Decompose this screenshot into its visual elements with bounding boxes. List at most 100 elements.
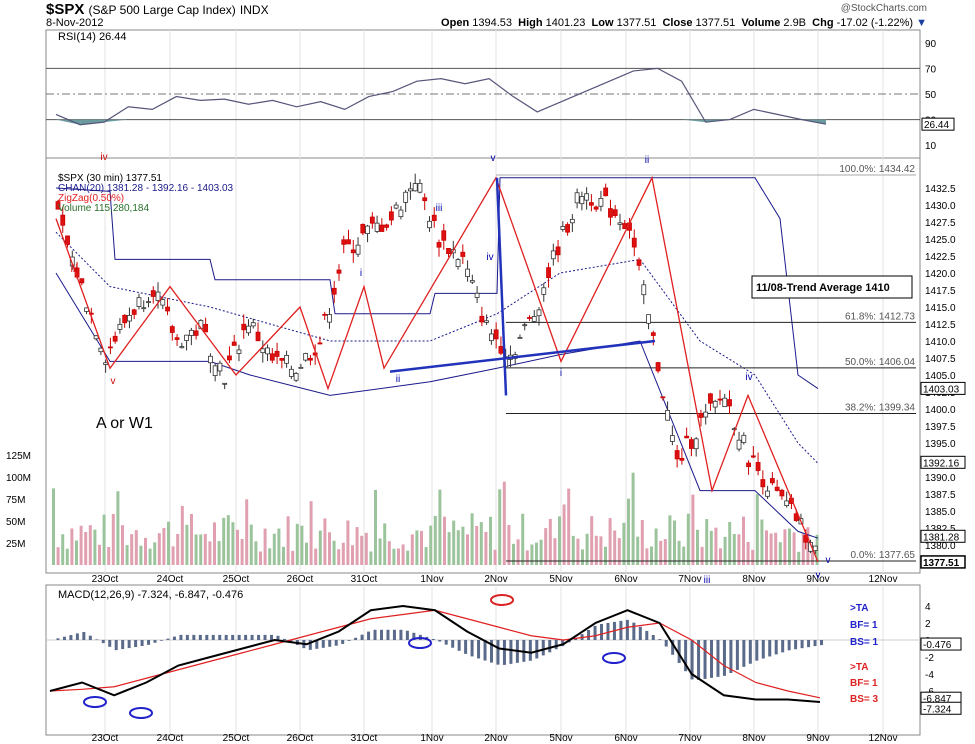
volume-value: 2.9B [783, 17, 807, 29]
macd-histogram-bar [367, 631, 371, 640]
macd-histogram-bar [820, 640, 823, 646]
candle-body [636, 259, 642, 266]
price-tag [920, 381, 966, 395]
volume-bar [677, 540, 681, 565]
candle-body [631, 237, 637, 248]
volume-bar [502, 481, 506, 565]
volume-bar [512, 543, 515, 565]
volume-bar [203, 533, 207, 565]
macd-histogram-bar [56, 638, 60, 640]
wave-count-text: A or W1 [96, 415, 153, 432]
rsi-tick-label: 70 [925, 64, 937, 75]
rsi-tick-label: 50 [925, 90, 937, 101]
volume-bar [783, 529, 787, 565]
price-x-label: 31Oct [351, 574, 378, 585]
zigzag-line [55, 175, 819, 563]
candle-body [327, 314, 332, 323]
volume-bar [801, 533, 805, 565]
candle-body [93, 335, 99, 340]
wave-label: v [111, 376, 116, 387]
volume-bar [645, 548, 649, 565]
breakdown-trendline [495, 177, 508, 396]
candle-body [465, 268, 470, 277]
volume-bar [199, 534, 203, 565]
price-tag [920, 529, 966, 543]
candle-body [579, 196, 585, 205]
volume-bar [231, 522, 235, 565]
candle-body [589, 202, 594, 206]
fib-level-label: 50.0%: 1406.04 [845, 357, 915, 368]
candle-body [560, 226, 566, 230]
macd-histogram-bar [600, 623, 603, 640]
volume-bar [691, 494, 695, 565]
candle-body [303, 353, 309, 361]
macd-histogram-bar [134, 640, 138, 648]
macd-histogram-bar [69, 635, 73, 640]
volume-bar [737, 534, 741, 565]
volume-bar [760, 519, 764, 565]
volume-bar [686, 513, 690, 565]
macd-histogram-bar [541, 640, 545, 656]
candle-body [665, 410, 670, 421]
wave-label: iii [704, 575, 711, 586]
macd-histogram-bar [483, 640, 487, 661]
volume-bar [176, 533, 180, 565]
volume-bar [525, 550, 529, 565]
macd-histogram-bar [108, 640, 112, 647]
candle-body [222, 382, 228, 385]
macd-histogram-bar [677, 640, 681, 663]
volume-bar [383, 523, 387, 565]
macd-line [49, 604, 821, 704]
candle-body [341, 239, 347, 245]
candle-body [398, 209, 404, 218]
price-y-tick: 1422.5 [925, 252, 956, 263]
candle-body [322, 313, 328, 316]
candle-body [622, 223, 628, 230]
candle-body [646, 314, 651, 324]
volume-bar [369, 551, 373, 565]
macd-y-tick: 4 [925, 602, 931, 613]
support-trendline [389, 339, 656, 373]
candle-body [365, 225, 370, 234]
volume-bar [240, 538, 244, 565]
macd-histogram-bar [444, 640, 448, 645]
volume-bar [544, 528, 548, 565]
volume-bar [581, 549, 584, 565]
macd-histogram-bar [412, 632, 416, 640]
volume-bar [208, 541, 212, 565]
volume-bar [746, 541, 750, 565]
candle-body [179, 346, 185, 349]
price-x-label: 6Nov [614, 574, 637, 585]
macd-histogram-bar [315, 640, 319, 649]
volume-bar [360, 535, 364, 565]
macd-value-tag-text: -7.324 [923, 704, 952, 715]
candle-body [317, 342, 323, 345]
volume-bar [305, 542, 308, 565]
wave-label: v [816, 570, 821, 581]
volume-bar [788, 528, 791, 565]
macd-histogram-bar [768, 640, 772, 657]
candle-body [693, 438, 699, 450]
price-tag [920, 555, 966, 569]
macd-histogram-bar [781, 640, 785, 653]
volume-bar [424, 547, 428, 565]
candle-body [288, 368, 294, 377]
candle-body [417, 182, 423, 193]
candle-body [88, 312, 94, 315]
macd-value-tag-text: -0.476 [923, 640, 952, 651]
candle-body [136, 297, 142, 307]
macd-y-tick: 2 [925, 619, 931, 630]
candle-body [165, 306, 170, 312]
price-y-tick: 1412.5 [925, 320, 956, 331]
volume-bar [567, 488, 571, 565]
macd-histogram-bar [451, 640, 455, 648]
volume-bar [806, 527, 810, 565]
macd-histogram-bar [509, 640, 513, 664]
price-y-tick: 1432.5 [925, 184, 956, 195]
candle-body [141, 307, 147, 310]
macd-histogram-bar [528, 640, 532, 661]
price-y-tick: 1385.0 [925, 507, 956, 518]
volume-bar [456, 530, 460, 565]
macd-histogram-bar [101, 640, 105, 644]
macd-histogram-bar [347, 640, 351, 641]
